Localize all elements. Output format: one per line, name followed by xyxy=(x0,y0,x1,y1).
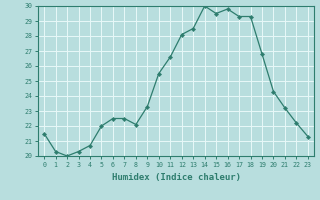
X-axis label: Humidex (Indice chaleur): Humidex (Indice chaleur) xyxy=(111,173,241,182)
